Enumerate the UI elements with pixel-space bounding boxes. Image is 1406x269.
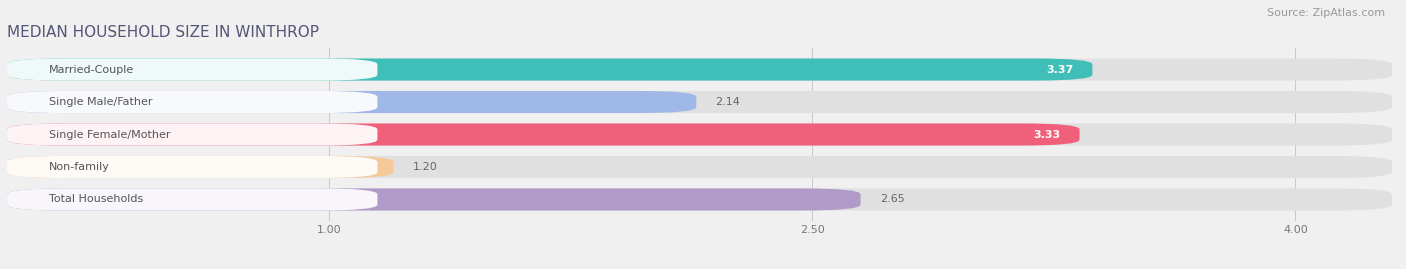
FancyBboxPatch shape [7, 91, 696, 113]
FancyBboxPatch shape [7, 188, 377, 211]
FancyBboxPatch shape [7, 58, 1092, 81]
Text: 3.37: 3.37 [1046, 65, 1073, 75]
Text: Single Female/Mother: Single Female/Mother [49, 129, 170, 140]
FancyBboxPatch shape [7, 123, 377, 146]
Text: 2.65: 2.65 [880, 194, 904, 204]
FancyBboxPatch shape [7, 91, 377, 113]
FancyBboxPatch shape [7, 123, 1080, 146]
Text: Total Households: Total Households [49, 194, 143, 204]
Text: 3.33: 3.33 [1033, 129, 1060, 140]
Text: 1.20: 1.20 [413, 162, 437, 172]
Text: Single Male/Father: Single Male/Father [49, 97, 152, 107]
Text: 2.14: 2.14 [716, 97, 741, 107]
FancyBboxPatch shape [7, 156, 1392, 178]
FancyBboxPatch shape [7, 123, 1392, 146]
FancyBboxPatch shape [7, 188, 860, 211]
FancyBboxPatch shape [7, 156, 394, 178]
FancyBboxPatch shape [7, 58, 377, 81]
FancyBboxPatch shape [7, 58, 1392, 81]
Text: MEDIAN HOUSEHOLD SIZE IN WINTHROP: MEDIAN HOUSEHOLD SIZE IN WINTHROP [7, 25, 319, 40]
FancyBboxPatch shape [7, 156, 377, 178]
Text: Married-Couple: Married-Couple [49, 65, 134, 75]
Text: Source: ZipAtlas.com: Source: ZipAtlas.com [1267, 8, 1385, 18]
FancyBboxPatch shape [7, 188, 1392, 211]
FancyBboxPatch shape [7, 91, 1392, 113]
Text: Non-family: Non-family [49, 162, 110, 172]
